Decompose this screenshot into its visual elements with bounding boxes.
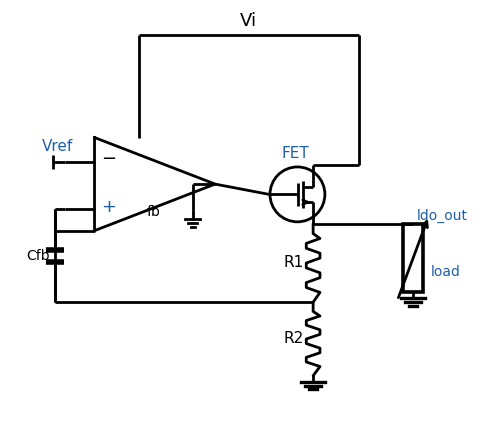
Text: R2: R2 [283, 331, 304, 346]
Text: Cfb: Cfb [26, 249, 49, 263]
Text: FET: FET [282, 146, 309, 161]
Text: R1: R1 [283, 256, 304, 271]
Text: load: load [431, 265, 461, 279]
Text: fb: fb [146, 205, 160, 219]
Text: Vi: Vi [240, 12, 257, 30]
Text: ldo_out: ldo_out [417, 209, 468, 223]
Text: +: + [101, 198, 116, 216]
Text: −: − [101, 150, 116, 168]
Text: Vref: Vref [42, 139, 73, 154]
Bar [403, 224, 423, 292]
